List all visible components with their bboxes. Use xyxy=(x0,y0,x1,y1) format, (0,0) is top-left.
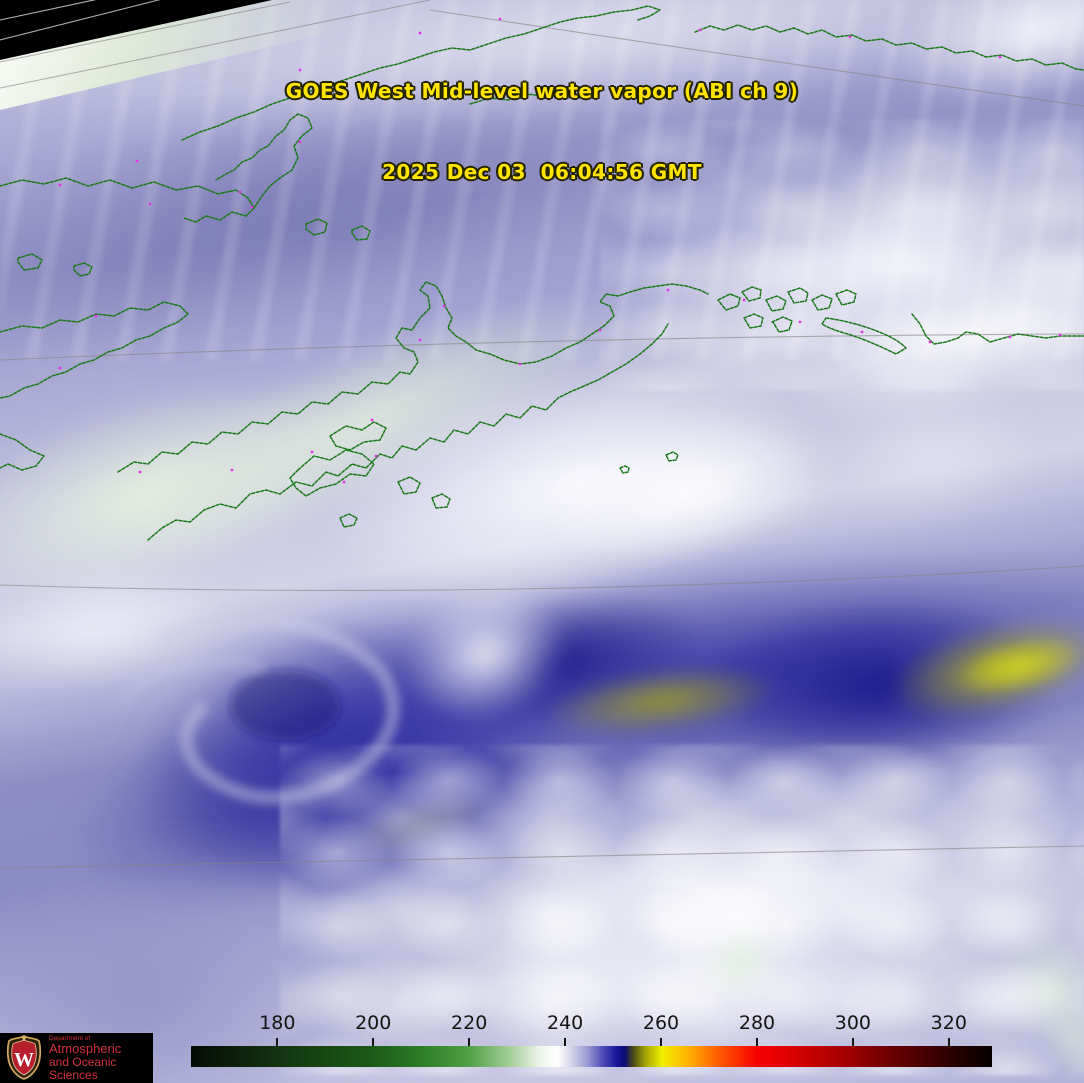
title-line-2: 2025 Dec 03 06:04:56 GMT xyxy=(382,160,702,184)
colorbar-tick-label: 240 xyxy=(547,1012,584,1034)
uw-monogram: W xyxy=(14,1049,34,1071)
logo-dept-line: Department of xyxy=(49,1034,91,1042)
graticule-lines xyxy=(0,0,1084,869)
image-title: GOES West Mid-level water vapor (ABI ch … xyxy=(0,24,1084,240)
colorbar-tick-mark xyxy=(947,1038,950,1046)
colorbar-tick-label: 220 xyxy=(451,1012,488,1034)
logo-name-line-1: Atmospheric xyxy=(49,1040,122,1056)
vortex-swirl xyxy=(117,614,400,805)
colorbar-tick-mark xyxy=(851,1038,854,1046)
colorbar-tick-label: 200 xyxy=(355,1012,392,1034)
logo-name-line-2: and Oceanic Sciences xyxy=(49,1054,117,1082)
colorbar-tick-mark xyxy=(276,1038,279,1046)
logo-text: Department of Atmospheric and Oceanic Sc… xyxy=(49,1035,153,1082)
colorbar-tick-mark xyxy=(564,1038,567,1046)
colorbar-tick-label: 300 xyxy=(834,1012,871,1034)
colorbar-tick-label: 280 xyxy=(738,1012,776,1034)
uw-crest-icon: W xyxy=(6,1035,42,1080)
uw-aos-logo: W Department of Atmospheric and Oceanic … xyxy=(0,1033,153,1083)
title-line-1: GOES West Mid-level water vapor (ABI ch … xyxy=(285,79,799,103)
colorbar-tick-mark xyxy=(468,1038,471,1046)
colorbar-gradient xyxy=(191,1046,992,1067)
colorbar-tick-mark xyxy=(755,1038,758,1046)
coastline-paths xyxy=(0,5,1084,541)
coastline-city-dots xyxy=(58,17,1062,484)
colorbar-tick-mark xyxy=(372,1038,375,1046)
colorbar-tick-label: 180 xyxy=(259,1012,296,1034)
colorbar-tick-mark xyxy=(660,1038,663,1046)
colorbar-tick-label: 320 xyxy=(930,1012,967,1034)
colorbar-tick-label: 260 xyxy=(642,1012,680,1034)
brightness-temperature-colorbar: 180 200 220 240 260 280 300 320 xyxy=(191,1010,992,1070)
